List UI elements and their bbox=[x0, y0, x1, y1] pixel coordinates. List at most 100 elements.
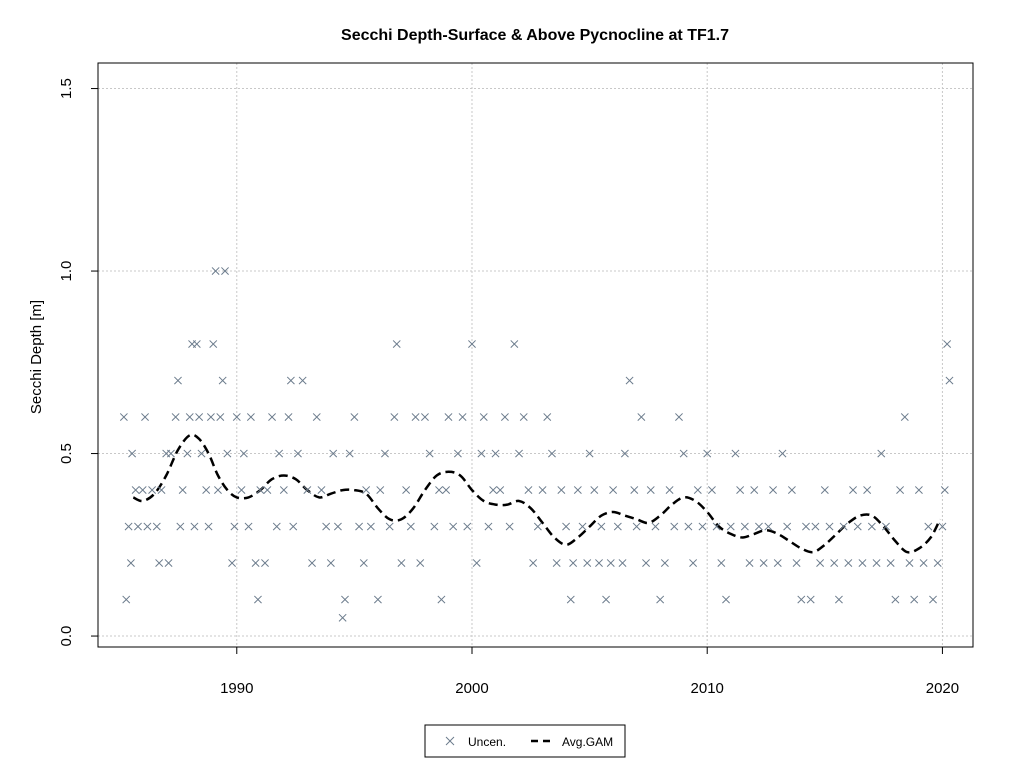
data-point-stroke bbox=[924, 522, 933, 531]
data-point-stroke bbox=[945, 376, 954, 385]
data-point-stroke bbox=[190, 522, 199, 531]
data-point-x bbox=[943, 340, 952, 349]
data-point-stroke bbox=[872, 559, 881, 568]
data-point-x bbox=[338, 613, 347, 622]
data-point-stroke bbox=[844, 559, 853, 568]
data-point-stroke bbox=[195, 413, 204, 422]
data-point-x bbox=[350, 413, 359, 422]
data-point-x bbox=[174, 376, 182, 385]
data-point-stroke bbox=[244, 522, 253, 531]
data-point-stroke bbox=[858, 559, 867, 568]
data-point-stroke bbox=[557, 486, 566, 495]
data-point-x bbox=[272, 522, 281, 531]
data-point-stroke bbox=[802, 522, 810, 531]
data-point-stroke bbox=[435, 486, 444, 495]
y-tick-label: 1.5 bbox=[58, 78, 75, 99]
data-point-x bbox=[239, 449, 248, 458]
data-point-stroke bbox=[863, 486, 872, 495]
data-point-x bbox=[425, 449, 434, 458]
data-point-stroke bbox=[620, 449, 629, 458]
data-point-stroke bbox=[185, 413, 194, 422]
data-point-stroke bbox=[940, 486, 949, 495]
data-point-stroke bbox=[496, 486, 505, 495]
data-point-stroke bbox=[204, 522, 213, 531]
data-point-x bbox=[945, 376, 954, 385]
data-point-stroke bbox=[192, 340, 201, 349]
data-point-stroke bbox=[816, 559, 825, 568]
data-point-stroke bbox=[519, 413, 528, 422]
data-point-x bbox=[630, 486, 639, 495]
data-point-stroke bbox=[176, 522, 185, 531]
data-point-x bbox=[578, 522, 587, 531]
data-point-x bbox=[453, 449, 462, 458]
data-point-x bbox=[268, 413, 277, 422]
data-point-x bbox=[891, 595, 900, 604]
data-point-x bbox=[373, 595, 382, 604]
legend: Uncen. Avg.GAM bbox=[424, 724, 626, 758]
data-point-stroke bbox=[882, 522, 890, 531]
data-point-x bbox=[811, 522, 820, 531]
data-point-x bbox=[745, 559, 754, 568]
data-point-x bbox=[529, 559, 538, 568]
data-point-x bbox=[263, 486, 272, 495]
data-point-stroke bbox=[289, 522, 298, 531]
data-point-stroke bbox=[251, 559, 260, 568]
data-point-stroke bbox=[675, 413, 683, 422]
data-point-x bbox=[228, 559, 237, 568]
x-tick-label: 2020 bbox=[926, 680, 959, 697]
data-point-stroke bbox=[228, 559, 237, 568]
data-point-stroke bbox=[183, 449, 192, 458]
legend-marker-x-icon bbox=[445, 736, 455, 746]
chart-title: Secchi Depth-Surface & Above Pycnocline … bbox=[341, 27, 729, 44]
data-point-stroke bbox=[402, 486, 411, 495]
data-point-stroke bbox=[171, 413, 180, 422]
data-point-stroke bbox=[566, 595, 575, 604]
data-point-x bbox=[246, 413, 255, 422]
data-point-stroke bbox=[703, 449, 712, 458]
data-point-x bbox=[679, 449, 688, 458]
data-point-stroke bbox=[806, 595, 815, 604]
data-point-x bbox=[684, 522, 693, 531]
data-point-stroke bbox=[510, 340, 519, 349]
data-point-stroke bbox=[128, 449, 137, 458]
data-point-x bbox=[275, 449, 284, 458]
data-point-stroke bbox=[209, 340, 218, 349]
data-point-stroke bbox=[223, 449, 232, 458]
y-tick-label: 0.0 bbox=[58, 626, 75, 647]
data-point-x bbox=[585, 449, 594, 458]
data-point-x bbox=[910, 595, 919, 604]
data-point-x bbox=[717, 559, 726, 568]
data-point-stroke bbox=[515, 449, 523, 458]
data-point-stroke bbox=[632, 522, 641, 531]
data-point-stroke bbox=[755, 522, 763, 531]
data-point-x bbox=[214, 486, 222, 495]
data-point-x bbox=[463, 522, 472, 531]
data-point-x bbox=[773, 559, 782, 568]
data-point-stroke bbox=[740, 522, 749, 531]
data-point-stroke bbox=[272, 522, 281, 531]
data-point-x bbox=[124, 522, 133, 531]
data-point-x bbox=[176, 522, 185, 531]
plot-frame bbox=[97, 62, 974, 648]
data-point-x bbox=[484, 522, 493, 531]
data-point-stroke bbox=[637, 413, 646, 422]
data-point-x bbox=[602, 595, 611, 604]
data-point-stroke bbox=[453, 449, 462, 458]
data-point-x bbox=[896, 486, 905, 495]
data-point-stroke bbox=[376, 486, 385, 495]
data-point-stroke bbox=[298, 376, 307, 385]
data-point-x bbox=[232, 413, 241, 422]
grid-layer bbox=[98, 63, 973, 647]
data-point-x bbox=[211, 267, 220, 276]
data-point-stroke bbox=[178, 486, 187, 495]
data-point-stroke bbox=[148, 486, 157, 495]
data-point-x bbox=[430, 522, 439, 531]
data-point-stroke bbox=[646, 486, 655, 495]
data-point-stroke bbox=[221, 267, 229, 276]
data-point-x bbox=[778, 449, 787, 458]
data-point-stroke bbox=[126, 559, 135, 568]
data-point-stroke bbox=[397, 559, 406, 568]
data-point-x bbox=[834, 595, 843, 604]
data-point-x bbox=[613, 522, 622, 531]
